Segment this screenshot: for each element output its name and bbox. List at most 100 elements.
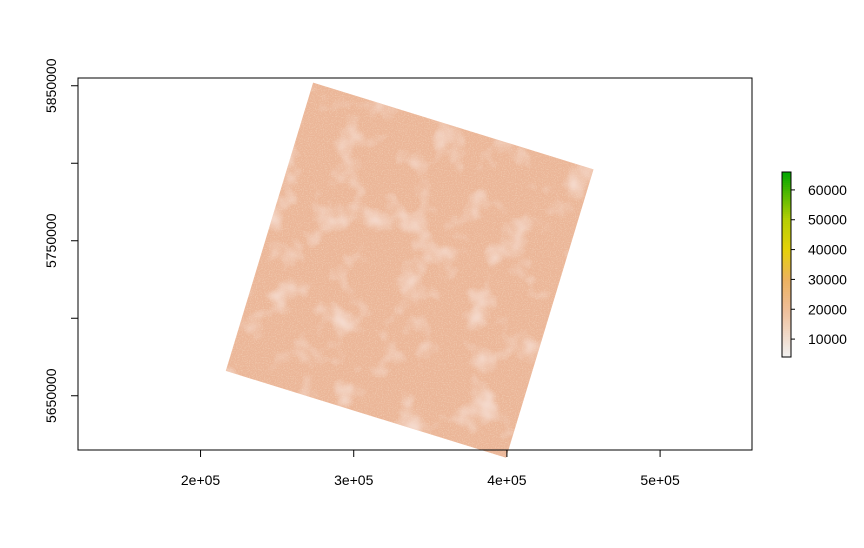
legend-frame [781,171,792,358]
legend-color-step [782,217,791,220]
legend-color-step [782,223,791,227]
legend-color-step [782,250,791,253]
legend-color-step [782,328,791,331]
legend-color-step [782,313,791,317]
legend-color-step [782,311,791,315]
legend-color-step [782,346,791,350]
legend-color-step [782,239,791,243]
legend-color-step [782,322,791,325]
y-tick-label: 5850000 [43,58,59,113]
legend-color-step [782,280,791,284]
legend-color-step [782,178,791,181]
legend-color-step [782,184,791,187]
x-tick-label: 4e+05 [487,472,527,488]
legend-color-step [782,278,791,282]
legend-color-step [782,293,791,296]
legend-color-step [782,262,791,266]
legend-color-step [782,276,791,280]
legend-color-step [782,305,791,309]
legend-color-step [782,326,791,329]
legend-color-step [782,252,791,255]
legend-color-step [782,221,791,224]
legend-color-step [782,194,791,198]
legend-color-step [782,209,791,212]
legend-color-step [782,213,791,216]
legend-color-step [782,340,791,344]
legend-color-step [782,301,791,305]
legend-color-step [782,348,791,352]
x-tick-label: 3e+05 [334,472,374,488]
legend-color-step [782,231,791,235]
y-tick-label: 5650000 [43,368,59,423]
legend-color-step [782,317,791,321]
legend-color-step [782,330,791,333]
legend-color-step [782,243,791,247]
legend-color-step [782,211,791,214]
x-tick-label: 2e+05 [181,472,221,488]
legend-color-step [782,272,791,276]
legend-color-step [782,352,791,356]
legend-color-step [782,237,791,241]
x-axis: 2e+05 3e+05 4e+05 5e+05 [181,450,680,488]
legend-tick-label: 60000 [808,182,847,198]
legend-color-step [782,200,791,204]
legend-color-step [782,246,791,249]
legend-tick-label: 50000 [808,212,847,228]
legend-color-step [782,274,791,278]
legend-color-step [782,344,791,348]
legend-color-step [782,188,791,192]
legend-color-step [782,289,791,292]
legend-color-step [782,215,791,218]
legend-color-step [782,354,791,358]
legend-color-step [782,174,791,177]
legend-color-step [782,219,791,222]
x-tick-label: 5e+05 [640,472,680,488]
legend-color-step [782,336,791,340]
legend-color-step [782,186,791,190]
legend-color-step [782,254,791,257]
legend-color-step [782,291,791,294]
legend-color-step [782,182,791,185]
legend-color-step [782,190,791,194]
legend-color-step [782,192,791,196]
legend-color-step [782,299,791,303]
legend-color-step [782,256,791,259]
legend-color-step [782,297,791,301]
legend-color-step [782,309,791,313]
legend-color-step [782,258,791,261]
legend-color-step [782,204,791,208]
legend-tick-label: 20000 [808,301,847,317]
legend-color-step [782,324,791,327]
legend-color-step [782,338,791,342]
plot-frame [77,77,753,451]
legend-color-step [782,315,791,319]
legend-color-step [782,241,791,245]
legend-color-step [782,350,791,354]
color-legend: 10000 20000 30000 40000 50000 60000 [781,171,847,358]
legend-color-step [782,268,791,272]
legend-color-step [782,287,791,290]
legend-color-step [782,233,791,237]
legend-color-step [782,235,791,239]
legend-color-step [782,248,791,251]
legend-tick-label: 30000 [808,271,847,287]
legend-color-step [782,342,791,346]
legend-color-step [782,320,791,323]
legend-color-step [782,303,791,307]
legend-color-step [782,196,791,200]
legend-tick-label: 10000 [808,331,847,347]
legend-color-step [782,332,791,335]
legend-color-step [782,270,791,274]
legend-color-step [782,334,791,338]
legend-color-step [782,285,791,288]
legend-color-step [782,229,791,233]
y-axis: 5650000 5750000 5850000 [43,58,78,423]
legend-tick-label: 40000 [808,242,847,258]
legend-color-step [782,225,791,229]
legend-color-step [782,202,791,206]
legend-color-step [782,198,791,202]
legend-color-step [782,176,791,179]
